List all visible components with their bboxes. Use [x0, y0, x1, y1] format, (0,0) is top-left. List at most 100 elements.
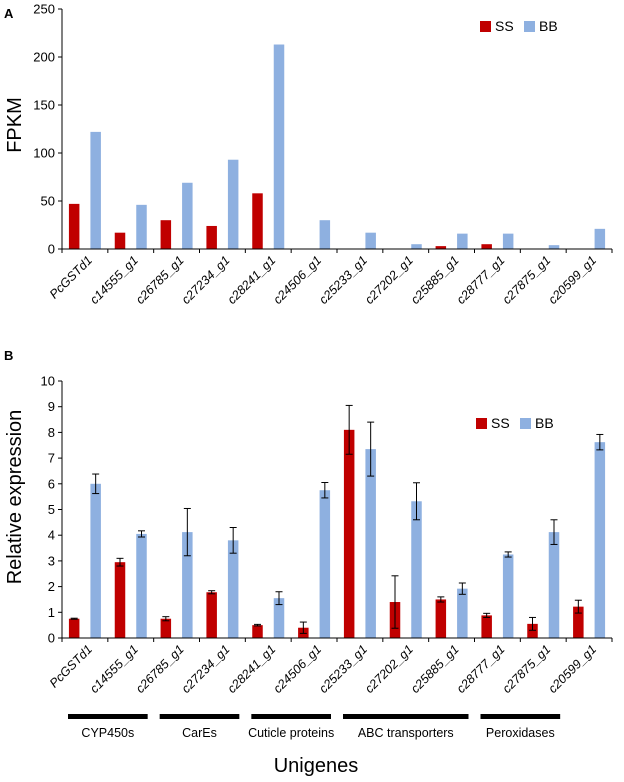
panel-b-letter: B [4, 348, 13, 363]
panel-b-error-bar-bb-c28777_g1 [504, 551, 512, 558]
panel-b-legend-bb-label: BB [535, 415, 554, 431]
panel-b-error-bar-ss-c14555_g1 [116, 557, 124, 567]
panel-b-bar-bb-c25885_g1 [457, 588, 468, 638]
panel-b-error-bar-ss-c27875_g1 [529, 616, 536, 631]
panel-a-category-label: c26785_g1 [133, 253, 187, 307]
panel-b-y-tick-label: 2 [48, 579, 55, 594]
panel-a-category-label: c20599_g1 [546, 253, 600, 307]
panel-b-error-bar-ss-c27234_g1 [208, 590, 216, 595]
panel-a-legend-ss-label: SS [495, 18, 514, 34]
panel-b-y-tick-label: 6 [48, 476, 55, 491]
panel-a-category-label: c25233_g1 [316, 253, 370, 307]
panel-b-category-label: c24506_g1 [271, 642, 325, 696]
panel-b-bar-ss-c25885_g1 [435, 599, 447, 638]
panel-b-group-bar [159, 714, 240, 719]
panel-b-group-label: CYP450s [81, 726, 134, 740]
panel-a-legend-ss-swatch [480, 21, 491, 32]
panel-b-legend: SS BB [476, 415, 554, 431]
panel-b-category-label: c28241_g1 [225, 642, 279, 696]
panel-b-y-tick-label: 0 [48, 631, 55, 646]
panel-b-bar-ss-c27875_g1 [527, 623, 538, 638]
panel-b-category-label: c20599_g1 [546, 642, 600, 696]
panel-b-category-label: PcGSTd1 [47, 642, 95, 690]
panel-b-y-tick-label: 5 [48, 502, 55, 517]
panel-b-bar-bb-c27234_g1 [227, 540, 239, 638]
panel-a-bar-bb-PcGSTd1 [90, 131, 101, 249]
panel-a-category-label: c27875_g1 [500, 253, 554, 307]
panel-b-error-bar-bb-c28241_g1 [275, 591, 283, 606]
panel-a-y-axis-title: FPKM [4, 97, 26, 153]
panel-a-category-label: c14555_g1 [87, 253, 141, 307]
panel-b-error-bar-ss-c26785_g1 [162, 616, 170, 622]
panel-a-category-label: c27202_g1 [362, 253, 416, 307]
panel-b-y-tick-label: 4 [48, 528, 55, 543]
panel-b-error-bar-ss-c28241_g1 [254, 623, 261, 627]
panel-a-category-label: c28777_g1 [454, 253, 508, 307]
panel-a-bar-bb-c14555_g1 [136, 204, 147, 249]
panel-b-y-tick-label: 7 [48, 451, 55, 466]
panel-b-y-tick-label: 1 [48, 605, 55, 620]
panel-a-category-label: c28241_g1 [225, 253, 279, 307]
panel-b-category-label: c26785_g1 [133, 642, 187, 696]
panel-a-y-tick-label: 150 [33, 98, 55, 113]
panel-b-bar-bb-c26785_g1 [182, 532, 193, 638]
panel-b-error-bar-ss-c27202_g1 [391, 575, 399, 629]
panel-a-y-tick-label: 250 [33, 2, 55, 17]
panel-a-bar-bb-c25885_g1 [457, 233, 468, 249]
panel-b-error-bar-bb-c25885_g1 [458, 582, 466, 595]
panel-b-bar-bb-c24506_g1 [319, 490, 331, 638]
panel-b-bar-bb-c25233_g1 [365, 449, 376, 638]
panel-a-bar-bb-c24506_g1 [319, 220, 331, 249]
panel-b-category-label: c27234_g1 [179, 642, 233, 696]
panel-b-error-bar-bb-c20599_g1 [596, 433, 604, 451]
panel-b-error-bar-ss-c28777_g1 [483, 612, 491, 618]
panel-a-bar-ss-c28777_g1 [481, 244, 492, 249]
panel-b-category-label: c27202_g1 [362, 642, 416, 696]
panel-b-error-bar-ss-c24506_g1 [299, 621, 307, 634]
panel-b-bar-bb-PcGSTd1 [90, 483, 101, 638]
panel-b-legend-ss-swatch [476, 418, 487, 429]
panel-b-y-tick-label: 10 [41, 374, 55, 389]
panel-b-bar-ss-c26785_g1 [160, 618, 172, 638]
panel-a-bar-ss-c28241_g1 [252, 193, 263, 249]
panel-a-bar-bb-c27234_g1 [227, 159, 239, 249]
panel-b-error-bar-ss-c20599_g1 [574, 599, 582, 614]
panel-a-category-label: c25885_g1 [408, 253, 462, 307]
panel-b-group-label: CarEs [182, 726, 217, 740]
panel-b-group-label: Peroxidases [486, 726, 555, 740]
panel-b-bar-ss-c28777_g1 [481, 615, 492, 638]
panel-b-legend-ss-label: SS [491, 415, 510, 431]
panel-b-error-bar-bb-PcGSTd1 [92, 473, 100, 495]
panel-b-error-bar-ss-PcGSTd1 [70, 617, 78, 620]
panel-b-y-axis-title: Relative expression [4, 410, 26, 585]
panel-b-y-tick-label: 9 [48, 399, 55, 414]
panel-b-error-bar-ss-c25885_g1 [437, 596, 445, 603]
panel-b-x-axis-title: Unigenes [274, 755, 359, 777]
panel-b-bar-ss-c20599_g1 [573, 606, 584, 638]
panel-a-category-label: c27234_g1 [179, 253, 233, 307]
panel-b-category-label: c14555_g1 [87, 642, 141, 696]
panel-b-bar-ss-c28241_g1 [252, 625, 263, 638]
panel-b-bar-ss-PcGSTd1 [68, 618, 80, 638]
panel-a-y-tick-label: 200 [33, 50, 55, 65]
panel-a-y-tick-label: 100 [33, 146, 55, 161]
panel-a-y-tick-label: 0 [48, 242, 55, 257]
panel-a-bar-bb-c27875_g1 [548, 245, 560, 249]
panel-a-letter: A [4, 6, 14, 21]
panel-a-bar-bb-c28777_g1 [502, 233, 514, 249]
panel-b-chart: B Relative expression 0 1 2 3 4 5 6 7 8 9 10 PcGST… [4, 348, 613, 777]
panel-b-category-label: c28777_g1 [454, 642, 508, 696]
panel-a-bar-ss-c14555_g1 [114, 232, 126, 249]
panel-b-error-bar-bb-c27202_g1 [413, 482, 420, 521]
panel-a-bar-bb-c27202_g1 [411, 244, 422, 249]
panel-b-bar-bb-c28241_g1 [273, 598, 285, 638]
panel-b-bar-ss-c27234_g1 [206, 592, 217, 638]
panel-a-bar-bb-c25233_g1 [365, 232, 376, 249]
panel-a-bar-ss-PcGSTd1 [68, 203, 80, 249]
panel-b-bar-bb-c27875_g1 [548, 532, 560, 638]
panel-a-bar-bb-c20599_g1 [594, 228, 606, 249]
panel-b-y-tick-label: 8 [48, 425, 55, 440]
panel-b-bar-ss-c25233_g1 [343, 429, 355, 638]
